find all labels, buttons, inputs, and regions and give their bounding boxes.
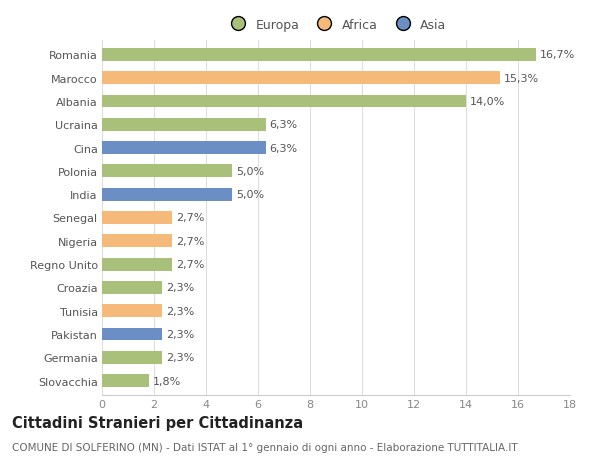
Bar (102, 258, 172, 271)
Bar (102, 351, 162, 364)
Text: 6,3%: 6,3% (270, 120, 298, 130)
Bar (102, 305, 162, 318)
Text: 1,8%: 1,8% (153, 376, 181, 386)
Bar (102, 95, 466, 108)
Text: 14,0%: 14,0% (470, 97, 505, 107)
Text: COMUNE DI SOLFERINO (MN) - Dati ISTAT al 1° gennaio di ogni anno - Elaborazione : COMUNE DI SOLFERINO (MN) - Dati ISTAT al… (12, 442, 518, 452)
Text: 2,3%: 2,3% (166, 306, 194, 316)
Bar (102, 165, 232, 178)
Text: 2,3%: 2,3% (166, 329, 194, 339)
Text: 16,7%: 16,7% (540, 50, 575, 60)
Text: 2,3%: 2,3% (166, 353, 194, 363)
Bar (102, 212, 172, 224)
Bar (102, 49, 536, 62)
Bar (102, 281, 162, 294)
Text: 2,7%: 2,7% (176, 236, 205, 246)
Bar (102, 328, 162, 341)
Legend: Europa, Africa, Asia: Europa, Africa, Asia (226, 18, 446, 32)
Text: 5,0%: 5,0% (236, 167, 264, 177)
Bar (102, 235, 172, 248)
Bar (102, 72, 500, 85)
Text: 2,7%: 2,7% (176, 213, 205, 223)
Bar (102, 118, 266, 131)
Text: 5,0%: 5,0% (236, 190, 264, 200)
Text: 6,3%: 6,3% (270, 143, 298, 153)
Bar (102, 375, 149, 387)
Text: Cittadini Stranieri per Cittadinanza: Cittadini Stranieri per Cittadinanza (12, 415, 303, 431)
Text: 15,3%: 15,3% (504, 73, 539, 84)
Bar (102, 188, 232, 201)
Bar (102, 142, 266, 155)
Text: 2,3%: 2,3% (166, 283, 194, 293)
Text: 2,7%: 2,7% (176, 259, 205, 269)
